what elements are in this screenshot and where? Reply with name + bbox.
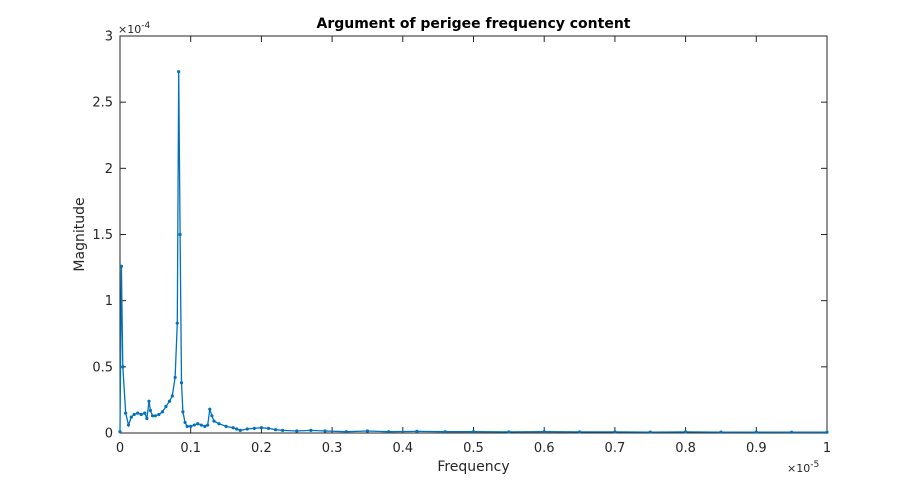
data-point (266, 426, 271, 430)
data-point (790, 430, 794, 434)
x-tick-label: 0.4 (392, 441, 413, 456)
data-point (208, 407, 212, 411)
data-point (147, 399, 151, 403)
x-axis-exponent-power: -5 (810, 460, 819, 470)
data-point (295, 429, 299, 433)
x-axis-label: Frequency (437, 459, 509, 475)
ticks: 0 0.1 0.2 0.3 0.4 0.5 0.6 0.7 0.8 0.9 1 0 0.5 1 1.5 2 2.… (92, 30, 831, 457)
data-point (126, 423, 131, 427)
data-point (259, 426, 263, 430)
data-point (273, 428, 278, 432)
data-point (309, 428, 313, 432)
data-point (170, 394, 174, 398)
x-tick-label: 0.5 (463, 441, 484, 456)
x-tick-label: 0.6 (534, 441, 555, 456)
y-tick-label: 2.5 (92, 96, 113, 111)
y-tick-label: 0.5 (92, 360, 113, 375)
plot-area (119, 35, 828, 434)
data-point (160, 410, 165, 414)
data-point (129, 415, 133, 419)
data-point (387, 430, 391, 434)
x-tick-label: 0.1 (180, 441, 201, 456)
data-point (542, 430, 546, 434)
y-axis-label: Magnitude (72, 197, 88, 271)
data-point (471, 430, 476, 434)
y-tick-label: 3 (105, 30, 113, 45)
x-tick-label: 0.8 (675, 441, 696, 456)
data-point (648, 430, 652, 434)
data-point (613, 430, 617, 434)
data-point (199, 423, 203, 427)
y-axis-exponent: ×10-4 (118, 21, 150, 36)
data-point (192, 423, 196, 427)
data-point (157, 412, 161, 417)
series-layer (118, 70, 829, 434)
data-point (252, 426, 256, 430)
data-point (245, 427, 249, 431)
y-tick-label: 1.5 (92, 228, 113, 243)
data-point (443, 430, 447, 434)
data-point (185, 424, 189, 428)
chart-title: Argument of perigee frequency content (316, 16, 630, 32)
data-point (124, 411, 128, 415)
data-point (507, 430, 511, 434)
data-point (121, 365, 125, 369)
data-point (153, 414, 157, 418)
data-point (139, 412, 143, 417)
data-point (150, 414, 155, 418)
data-point (344, 430, 348, 434)
x-tick-label: 0.9 (746, 441, 767, 456)
data-point (825, 430, 829, 434)
data-point (189, 424, 193, 428)
data-point (173, 375, 177, 380)
y-axis-exponent-power: -4 (141, 21, 150, 31)
x-tick-label: 0.7 (605, 441, 626, 456)
data-point (235, 427, 239, 431)
y-tick-label: 0 (105, 427, 113, 442)
data-point (577, 430, 582, 434)
x-tick-label: 1 (823, 441, 831, 456)
data-point (132, 412, 136, 417)
data-point (148, 408, 153, 413)
data-point (210, 414, 214, 418)
data-point (145, 416, 149, 421)
data-point (178, 232, 182, 237)
data-point (754, 430, 758, 434)
x-axis-exponent-base: ×10 (787, 462, 810, 475)
data-point (224, 424, 228, 428)
data-point (143, 411, 147, 415)
data-point (415, 429, 419, 434)
data-point (164, 404, 168, 409)
data-point (231, 426, 235, 430)
y-axis-exponent-base: ×10 (118, 23, 141, 36)
data-point (206, 423, 210, 427)
y-tick-label: 1 (105, 294, 113, 309)
data-point (196, 422, 200, 426)
data-point (119, 264, 124, 268)
x-axis-exponent: ×10-5 (787, 460, 819, 475)
data-point (212, 419, 216, 423)
data-point (118, 430, 122, 434)
data-point (175, 321, 179, 325)
data-point (684, 430, 688, 434)
x-tick-label: 0.3 (322, 441, 343, 456)
data-point (183, 420, 187, 425)
y-tick-label: 2 (105, 162, 113, 177)
data-point (719, 430, 723, 434)
data-point (167, 399, 172, 403)
x-tick-label: 0 (116, 441, 124, 456)
data-point (238, 428, 242, 432)
data-point (179, 381, 184, 385)
x-tick-label: 0.2 (251, 441, 272, 456)
data-point (177, 70, 181, 74)
data-point (203, 424, 207, 428)
data-point (323, 429, 327, 433)
data-point (217, 422, 221, 426)
data-point (181, 410, 185, 414)
data-point (136, 411, 140, 415)
data-point (365, 429, 370, 433)
data-point (281, 428, 285, 432)
